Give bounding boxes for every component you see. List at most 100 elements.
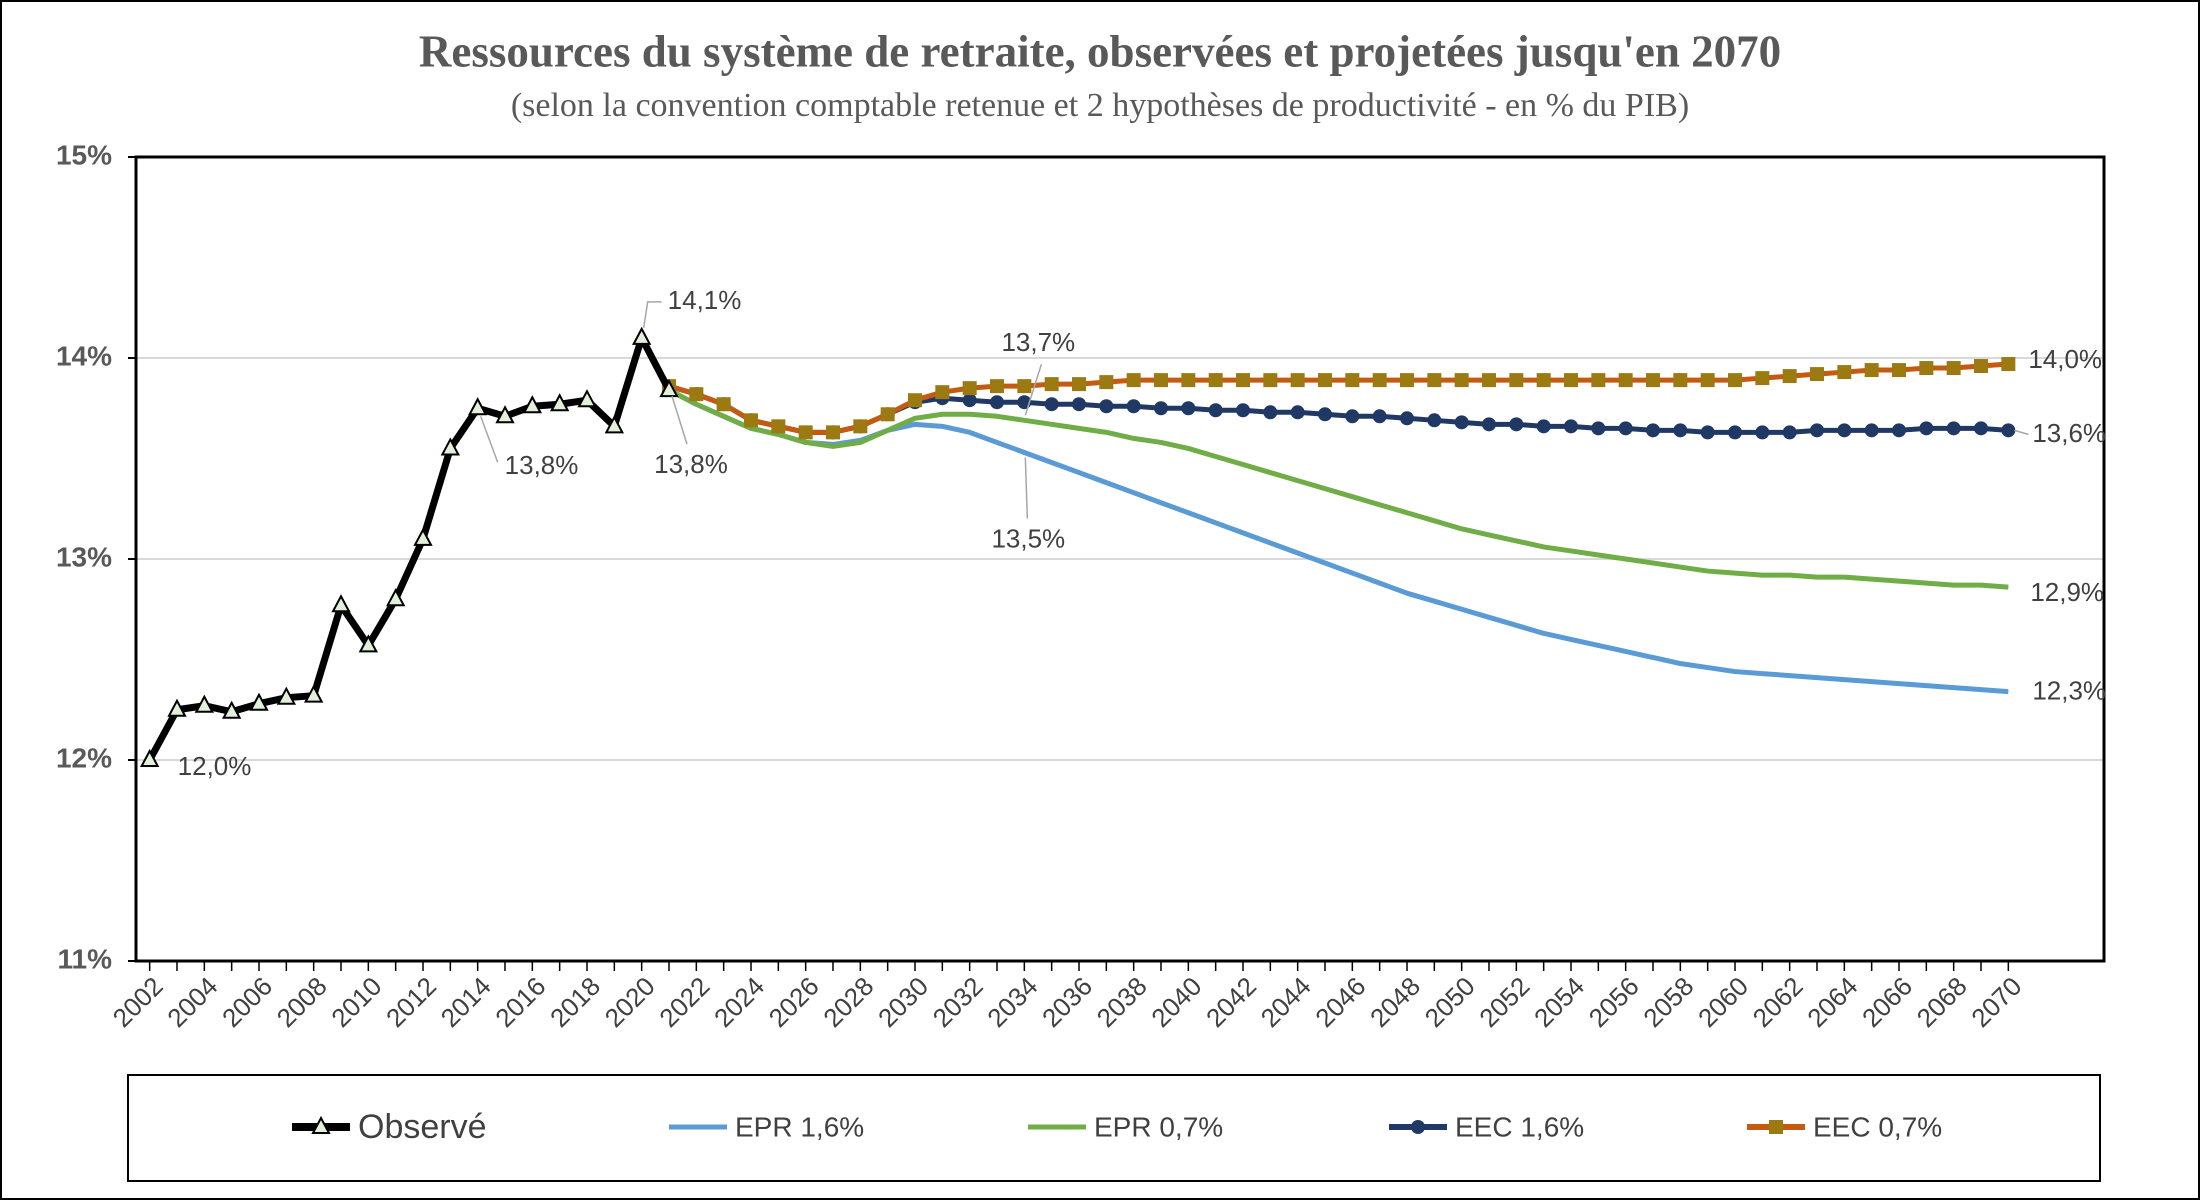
marker [249,692,269,711]
marker [1564,373,1578,388]
data-label: 13,5% [991,523,1065,553]
marker [1454,415,1469,430]
marker [1673,373,1688,388]
marker [962,393,977,408]
marker [1618,373,1633,388]
marker [1700,425,1715,440]
marker [744,413,758,428]
marker [440,437,461,456]
marker [303,684,324,703]
marker [1892,423,1906,438]
marker [1181,373,1196,388]
marker [1072,377,1086,392]
marker [1946,361,1961,376]
marker [659,379,679,398]
series-line [667,387,2009,590]
legend-marker [1411,1120,1425,1134]
marker [1810,367,1824,382]
label-leader [1024,457,1029,519]
marker [1482,417,1496,432]
data-label: 12,9% [2030,577,2104,607]
marker [632,326,652,345]
data-label: 13,6% [2032,418,2106,448]
marker [853,419,868,434]
marker [1509,373,1524,388]
legend-label: EPR 1,6% [735,1111,864,1142]
marker [1782,425,1797,440]
marker [1154,401,1168,416]
marker [1099,375,1114,390]
marker [1728,425,1742,440]
marker [1263,373,1278,388]
marker [689,387,704,402]
chart-subtitle: (selon la convention comptable retenue e… [511,87,1689,124]
marker [1892,363,1906,378]
marker [1236,373,1250,388]
marker [1946,421,1961,436]
marker [222,700,242,719]
data-label: 13,8% [505,450,579,480]
y-tick-label: 15% [56,139,112,170]
marker [604,415,624,434]
marker [1372,373,1387,388]
marker [1728,373,1742,388]
marker [962,381,977,396]
marker [880,407,895,422]
marker [1044,397,1059,412]
marker [1427,373,1442,388]
legend-label: EEC 0,7% [1813,1111,1942,1142]
marker [908,393,922,408]
marker [1454,373,1469,388]
marker [1864,363,1879,378]
marker [1700,373,1715,388]
marker [1154,373,1168,388]
marker [550,393,570,412]
legend-label: EEC 1,6% [1455,1111,1584,1142]
marker [1810,423,1824,438]
marker [1072,397,1086,412]
marker [1208,373,1223,388]
marker [358,634,379,653]
marker [167,698,187,717]
marker [467,397,488,416]
marker [1974,421,1988,436]
marker [1427,413,1442,428]
legend-marker [311,1115,331,1134]
data-label: 13,8% [654,449,728,479]
data-label: 13,7% [1001,327,1075,357]
marker [577,389,597,408]
label-leader [671,395,688,445]
label-leader [479,415,499,463]
marker [1509,417,1524,432]
marker [1591,373,1606,388]
marker [1400,411,1414,426]
marker [2001,357,2016,372]
marker [495,405,515,424]
y-tick-label: 11% [58,943,113,974]
marker [1755,371,1770,386]
data-label: 14,1% [668,285,742,315]
marker [1400,373,1414,388]
marker [1837,365,1852,380]
legend-marker [1769,1120,1783,1134]
marker [1864,423,1879,438]
marker [990,379,1004,394]
marker [1646,373,1660,388]
label-leader [642,301,662,329]
marker [1646,423,1660,438]
marker [1837,423,1852,438]
marker [798,425,813,440]
marker [771,419,786,434]
marker [1673,423,1688,438]
marker [1318,407,1332,422]
marker [990,395,1004,410]
marker [1345,373,1360,388]
marker [2001,423,2016,438]
data-label: 14,0% [2028,344,2102,374]
marker [1263,405,1278,420]
chart-title: Ressources du système de retraite, obser… [419,26,1781,76]
marker [716,397,731,412]
data-label: 12,0% [178,751,252,781]
